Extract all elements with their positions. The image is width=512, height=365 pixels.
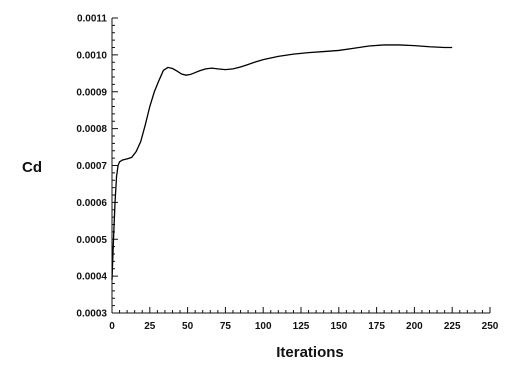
x-tick-label: 250 xyxy=(482,321,499,332)
y-tick-label: 0.0006 xyxy=(76,198,107,209)
y-tick-label: 0.0009 xyxy=(76,87,107,98)
x-tick-label: 125 xyxy=(293,321,310,332)
y-tick-label: 0.0007 xyxy=(76,161,107,172)
x-tick-label: 175 xyxy=(368,321,385,332)
y-tick-label: 0.0004 xyxy=(76,272,107,283)
cd-series-line xyxy=(111,44,453,280)
y-tick-label: 0.0005 xyxy=(76,235,107,246)
x-tick-label: 225 xyxy=(444,321,461,332)
x-tick-label: 0 xyxy=(109,321,115,332)
x-tick-label: 100 xyxy=(255,321,272,332)
y-tick-label: 0.0010 xyxy=(76,50,107,61)
plot-area: 0.0003 0.0004 0.0005 0.0006 0.0007 0.0008 0.00… xyxy=(76,14,498,333)
y-tick-label: 0.0003 xyxy=(76,309,107,320)
x-tick-label: 150 xyxy=(330,321,347,332)
x-tick-label: 25 xyxy=(144,321,156,332)
y-tick-label: 0.0011 xyxy=(77,14,107,25)
x-tick-label: 50 xyxy=(182,321,194,332)
x-axis-title: Iterations xyxy=(276,344,344,361)
x-tick-label: 200 xyxy=(406,321,423,332)
x-tick-label: 75 xyxy=(220,321,232,332)
y-axis-title: Cd xyxy=(22,159,42,176)
y-tick-label: 0.0008 xyxy=(76,124,107,135)
